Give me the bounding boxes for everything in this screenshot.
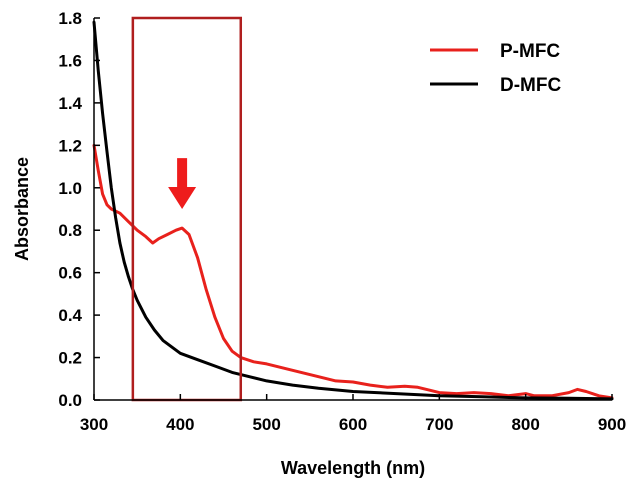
plot-area xyxy=(94,18,612,400)
x-tick-label: 800 xyxy=(511,415,539,434)
y-tick-label: 0.8 xyxy=(58,221,82,240)
x-ticks: 300 400 500 600 700 800 900 xyxy=(80,394,626,434)
y-tick-label: 1.8 xyxy=(58,9,82,28)
y-tick-label: 1.2 xyxy=(58,136,82,155)
y-tick-label: 1.0 xyxy=(58,179,82,198)
x-tick-label: 400 xyxy=(166,415,194,434)
y-ticks: 0.0 0.2 0.4 0.6 0.8 1.0 1.2 1.4 1.6 1.8 xyxy=(58,9,100,410)
legend: P-MFC D-MFC xyxy=(430,41,561,96)
y-tick-label: 0.0 xyxy=(58,391,82,410)
y-axis-title: Absorbance xyxy=(12,157,32,261)
y-tick-label: 1.4 xyxy=(58,94,82,113)
series-layer xyxy=(92,20,614,401)
legend-label-p-mfc: P-MFC xyxy=(500,41,560,62)
x-tick-label: 300 xyxy=(80,415,108,434)
legend-label-d-mfc: D-MFC xyxy=(500,75,561,96)
x-tick-label: 900 xyxy=(598,415,626,434)
x-tick-label: 500 xyxy=(252,415,280,434)
series-line-d-mfc xyxy=(92,20,614,401)
x-tick-label: 600 xyxy=(339,415,367,434)
down-arrow-icon xyxy=(168,158,197,209)
series-line-p-mfc xyxy=(92,143,614,400)
y-tick-label: 0.4 xyxy=(58,306,82,325)
x-axis-title: Wavelength (nm) xyxy=(281,458,425,478)
y-tick-label: 0.6 xyxy=(58,264,82,283)
y-tick-label: 1.6 xyxy=(58,51,82,70)
x-tick-label: 700 xyxy=(425,415,453,434)
y-tick-label: 0.2 xyxy=(58,349,82,368)
